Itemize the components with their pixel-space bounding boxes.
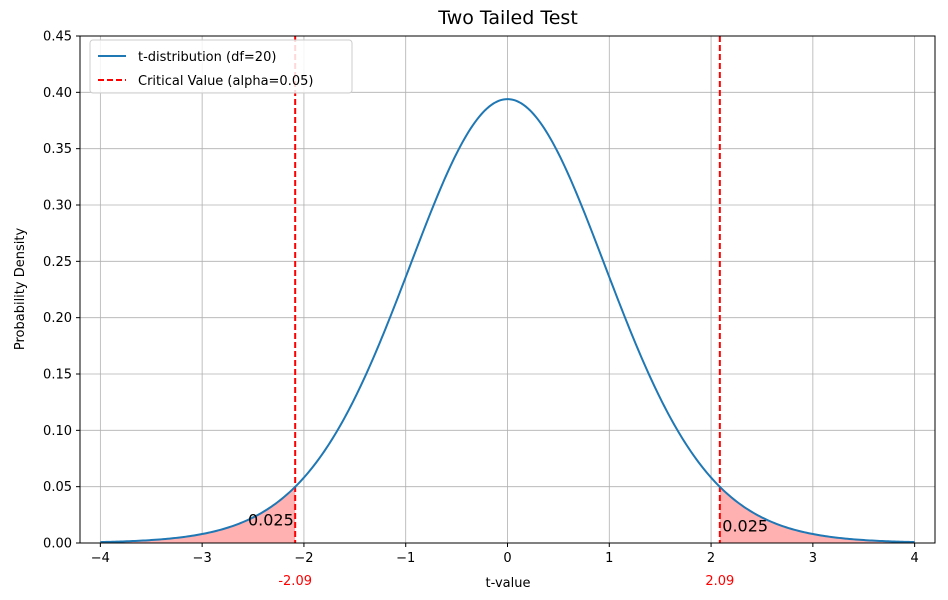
x-tick-label: −1 [396,551,415,566]
tail-area-label: 0.025 [722,517,768,536]
x-tick-label: 3 [809,551,817,566]
y-tick-label: 0.20 [43,311,72,326]
grid [80,35,935,544]
shaded-regions [100,486,915,543]
t-distribution-curve [100,98,915,544]
y-axis-title: Probability Density [13,228,28,351]
y-tick-label: 0.30 [43,199,72,214]
x-tick-label: 4 [911,551,919,566]
y-tick-label: 0.35 [43,142,72,157]
region-labels: 0.025 0.025 [248,511,768,536]
y-tick-label: 0.45 [43,30,72,45]
critical-value-labels: -2.09 2.09 [278,574,734,589]
y-ticks: 0.00 0.05 0.10 0.15 0.20 0.25 0.30 0.35 0.40 0.45 [43,30,80,552]
x-ticks: −4 −3 −2 −1 0 1 2 3 4 [91,543,919,566]
left-tail-area [100,486,296,543]
y-tick-label: 0.15 [43,368,72,383]
y-tick-label: 0.05 [43,480,72,495]
y-tick-label: 0.25 [43,255,72,270]
x-tick-label: −4 [91,551,110,566]
critical-value-label: 2.09 [705,574,734,589]
legend-box [89,39,353,94]
y-tick-label: 0.10 [43,424,72,439]
legend-label-curve: t-distribution (df=20) [138,50,276,65]
legend: t-distribution (df=20) Critical Value (a… [89,39,353,94]
y-tick-label: 0.00 [43,537,72,552]
chart-title: Two Tailed Test [437,7,578,29]
legend-label-critical: Critical Value (alpha=0.05) [138,74,313,89]
x-tick-label: −3 [193,551,212,566]
y-tick-label: 0.40 [43,86,72,101]
right-tail-area [719,486,915,543]
tail-area-label: 0.025 [248,511,294,530]
x-axis-title: t-value [486,576,531,591]
x-tick-label: 1 [605,551,613,566]
x-tick-label: −2 [294,551,313,566]
critical-value-label: -2.09 [278,574,312,589]
x-tick-label: 2 [707,551,715,566]
critical-lines [294,36,721,543]
x-tick-label: 0 [503,551,511,566]
